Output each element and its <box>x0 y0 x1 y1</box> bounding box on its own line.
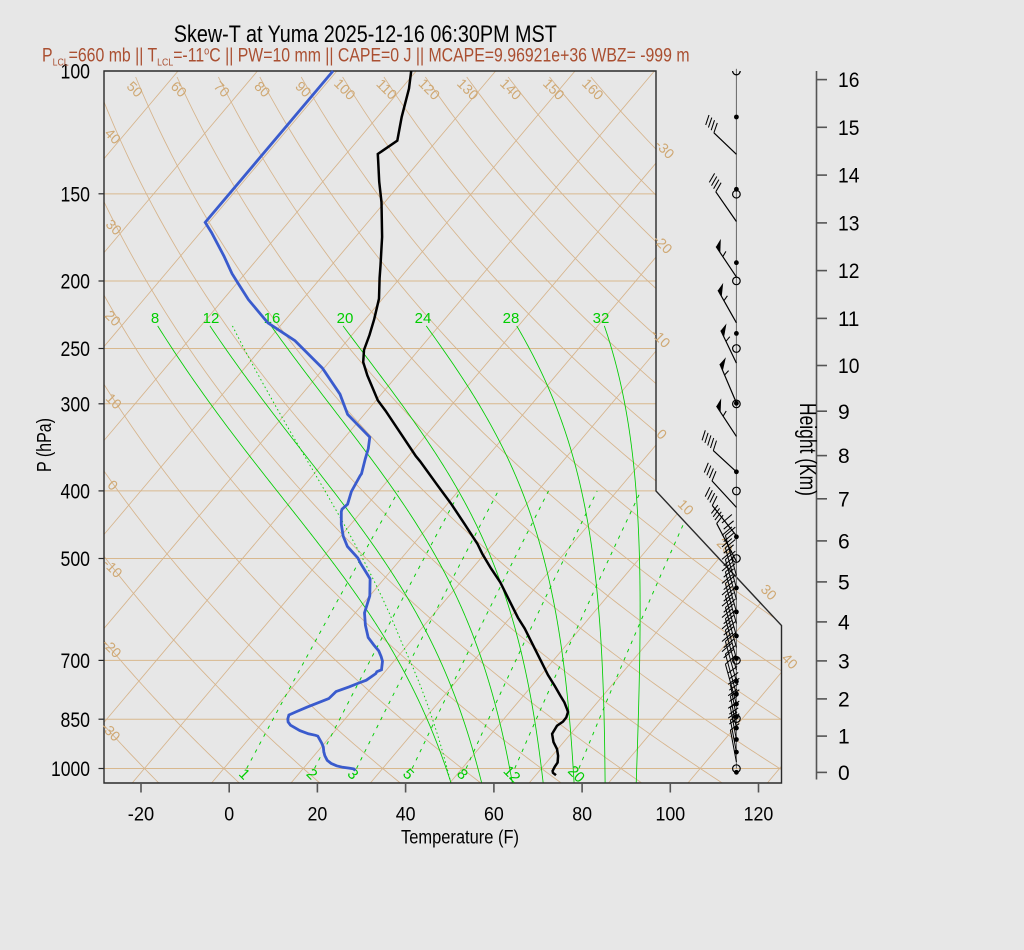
svg-text:7: 7 <box>838 488 850 511</box>
svg-text:3: 3 <box>838 651 850 674</box>
svg-text:700: 700 <box>61 649 91 673</box>
svg-text:100: 100 <box>655 804 685 826</box>
svg-text:1000: 1000 <box>51 757 90 781</box>
svg-text:-20: -20 <box>128 804 154 826</box>
svg-text:0: 0 <box>838 762 850 785</box>
svg-text:PLCL=660 mb || TLCL=-11oC || P: PLCL=660 mb || TLCL=-11oC || PW=10 mm ||… <box>42 44 690 69</box>
svg-text:28: 28 <box>503 310 520 327</box>
svg-text:8: 8 <box>838 445 850 468</box>
svg-text:150: 150 <box>61 182 91 206</box>
svg-text:Skew-T at Yuma 2025-12-16 06:3: Skew-T at Yuma 2025-12-16 06:30PM MST <box>174 21 557 48</box>
svg-text:20: 20 <box>337 310 354 327</box>
svg-text:4: 4 <box>838 612 850 635</box>
svg-text:200: 200 <box>61 270 91 294</box>
svg-text:14: 14 <box>838 165 860 188</box>
svg-text:11: 11 <box>838 308 859 331</box>
svg-text:32: 32 <box>593 310 610 327</box>
svg-text:400: 400 <box>61 480 91 504</box>
svg-text:20: 20 <box>308 804 328 826</box>
svg-text:5: 5 <box>838 572 850 595</box>
svg-text:2: 2 <box>838 689 850 712</box>
svg-text:16: 16 <box>838 69 859 92</box>
svg-text:100: 100 <box>61 60 91 84</box>
svg-text:8: 8 <box>151 310 159 327</box>
svg-text:12: 12 <box>838 260 859 283</box>
svg-text:24: 24 <box>415 310 432 327</box>
svg-text:P (hPa): P (hPa) <box>33 418 56 472</box>
svg-text:60: 60 <box>484 804 504 826</box>
svg-text:850: 850 <box>61 708 91 732</box>
svg-text:500: 500 <box>61 547 91 571</box>
svg-text:9: 9 <box>838 401 850 424</box>
svg-text:12: 12 <box>203 310 220 327</box>
svg-text:6: 6 <box>838 531 850 554</box>
svg-text:Height (Km): Height (Km) <box>795 403 821 496</box>
svg-text:300: 300 <box>61 392 91 416</box>
svg-text:0: 0 <box>224 804 234 826</box>
svg-text:13: 13 <box>838 213 859 236</box>
svg-text:250: 250 <box>61 337 91 361</box>
svg-text:Temperature (F): Temperature (F) <box>401 827 519 849</box>
svg-text:40: 40 <box>396 804 416 826</box>
svg-text:80: 80 <box>572 804 592 826</box>
svg-text:15: 15 <box>838 117 859 140</box>
svg-text:10: 10 <box>838 355 859 378</box>
svg-text:1: 1 <box>838 726 850 749</box>
svg-text:120: 120 <box>744 804 774 826</box>
